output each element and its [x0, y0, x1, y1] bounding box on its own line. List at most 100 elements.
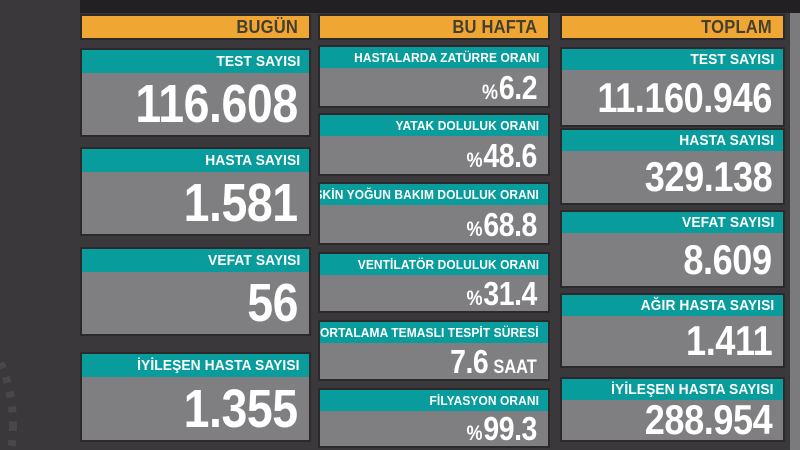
stat-value-line: 1.411	[685, 317, 773, 364]
stat-label: AĞIR HASTA SAYISI	[640, 297, 774, 314]
stat-label: HASTALARDA ZATÜRRE ORANI	[353, 50, 539, 65]
stat-label-bar: VEFAT SAYISI	[82, 249, 309, 272]
stat-row-today-test: TEST SAYISI 116.608	[80, 48, 311, 137]
stat-value-area: 288.954	[562, 399, 783, 441]
stat-value-area: % 68.8	[320, 205, 548, 243]
stat-value-area: % 48.6	[320, 136, 548, 174]
stat-row-total-deaths: VEFAT SAYISI 8.609	[560, 210, 785, 288]
stat-value-area: % 99.3	[320, 411, 548, 446]
stat-label-bar: TEST SAYISI	[82, 50, 309, 73]
stat-value: 116.608	[135, 74, 299, 134]
stat-label: FİLYASYON ORANI	[429, 393, 539, 408]
stat-value-area: % 31.4	[320, 275, 548, 311]
stat-value-line: 116.608	[135, 74, 299, 134]
stat-row-week-pneumonia: HASTALARDA ZATÜRRE ORANI % 6.2	[318, 45, 550, 108]
stat-value-area: 11.160.946	[562, 70, 783, 125]
stat-label: HASTA SAYISI	[679, 132, 774, 149]
stat-value-line: 11.160.946	[597, 73, 773, 121]
stat-value-line: % 6.2	[481, 68, 538, 106]
stat-label: ORTALAMA TEMASLI TESPİT SÜRESİ	[320, 325, 539, 340]
stat-value-line: 56	[247, 276, 298, 330]
stat-label-bar: HASTA SAYISI	[82, 149, 309, 172]
stat-value: 56	[247, 273, 298, 333]
stat-label-bar: HASTA SAYISI	[562, 130, 783, 151]
stat-value-line: 1.581	[184, 176, 298, 230]
stat-label-bar: ORTALAMA TEMASLI TESPİT SÜRESİ	[320, 322, 548, 343]
stat-row-week-contact-tracing-time: ORTALAMA TEMASLI TESPİT SÜRESİ 7.6 SAAT	[318, 320, 550, 381]
stat-value-area: 7.6 SAAT	[320, 343, 548, 379]
percent-sign: %	[466, 148, 483, 172]
stat-value: 8.609	[683, 235, 773, 283]
stat-label: YATAK DOLULUK ORANI	[395, 118, 539, 133]
stat-value-line: 8.609	[683, 235, 773, 283]
stat-value-area: % 6.2	[320, 68, 548, 106]
stat-value-area: 1.581	[82, 172, 309, 234]
percent-sign: %	[481, 80, 498, 104]
stat-value-area: 56	[82, 272, 309, 334]
stat-value-unit: SAAT	[493, 356, 537, 378]
stat-value-line: 1.355	[184, 382, 298, 436]
column-header-total: TOPLAM	[560, 14, 785, 40]
stat-value-line: % 48.6	[466, 136, 538, 174]
stat-label-bar: ERİŞKİN YOĞUN BAKIM DOLULUK ORANI	[320, 184, 548, 205]
percent-sign: %	[466, 217, 483, 241]
column-today: BUGÜN TEST SAYISI 116.608 HASTA SAYISI	[80, 0, 311, 450]
column-header-today: BUGÜN	[80, 14, 311, 40]
stat-value-line: % 68.8	[466, 205, 538, 243]
stat-value-area: 1.411	[562, 316, 783, 366]
stat-row-week-icu-occupancy: ERİŞKİN YOĞUN BAKIM DOLULUK ORANI % 68.8	[318, 182, 550, 245]
stat-label-bar: HASTALARDA ZATÜRRE ORANI	[320, 47, 548, 68]
stat-value-line: % 99.3	[467, 412, 538, 445]
stat-label: VEFAT SAYISI	[681, 214, 774, 231]
stat-value: 48.6	[483, 136, 537, 174]
stat-label: TEST SAYISI	[215, 53, 300, 70]
stat-value-line: 7.6 SAAT	[450, 345, 537, 378]
stat-value-area: 8.609	[562, 233, 783, 286]
column-header-total-label: TOPLAM	[701, 16, 772, 37]
column-header-week: BU HAFTA	[318, 14, 550, 40]
column-week: BU HAFTA HASTALARDA ZATÜRRE ORANI % 6.2 …	[318, 0, 550, 450]
stat-value: 1.411	[685, 317, 773, 364]
stat-value: 7.6	[450, 342, 489, 380]
stat-label: İYİLEŞEN HASTA SAYISI	[137, 357, 300, 374]
stat-value-line: 288.954	[644, 399, 772, 441]
stat-value-line: % 31.4	[466, 274, 538, 312]
stat-value: 329.138	[644, 153, 772, 200]
stat-value-area: 116.608	[82, 73, 309, 135]
column-header-week-label: BU HAFTA	[452, 16, 537, 37]
stat-value: 31.4	[483, 274, 537, 312]
stat-label-bar: İYİLEŞEN HASTA SAYISI	[562, 379, 783, 400]
stat-row-total-test: TEST SAYISI 11.160.946	[560, 47, 785, 127]
stat-value: 11.160.946	[597, 73, 773, 121]
stat-value: 1.581	[183, 173, 298, 233]
stat-row-total-cases: HASTA SAYISI 329.138	[560, 128, 785, 205]
percent-sign: %	[466, 286, 483, 310]
stat-label: İYİLEŞEN HASTA SAYISI	[611, 381, 774, 398]
stat-value-line: 329.138	[644, 156, 772, 198]
stat-value: 68.8	[483, 205, 537, 243]
stat-value: 1.355	[183, 378, 298, 439]
stat-label-bar: VEFAT SAYISI	[562, 212, 783, 233]
dashed-arc-logo-fragment	[0, 351, 17, 450]
stat-value-area: 1.355	[82, 377, 309, 440]
stat-row-total-recovered: İYİLEŞEN HASTA SAYISI 288.954	[560, 377, 785, 442]
stat-row-week-bed-occupancy: YATAK DOLULUK ORANI % 48.6	[318, 113, 550, 176]
stat-row-week-filiation-rate: FİLYASYON ORANI % 99.3	[318, 388, 550, 448]
stat-row-today-cases: HASTA SAYISI 1.581	[80, 147, 311, 236]
stat-row-week-ventilator-occupancy: VENTİLATÖR DOLULUK ORANI % 31.4	[318, 252, 550, 313]
column-total: TOPLAM TEST SAYISI 11.160.946 HASTA SAYI…	[560, 0, 785, 450]
stat-label: TEST SAYISI	[689, 51, 774, 68]
stat-label: VEFAT SAYISI	[207, 252, 300, 269]
stat-row-total-severe-cases: AĞIR HASTA SAYISI 1.411	[560, 293, 785, 368]
stat-label-bar: İYİLEŞEN HASTA SAYISI	[82, 354, 309, 377]
stat-label-bar: YATAK DOLULUK ORANI	[320, 115, 548, 136]
stat-label-bar: FİLYASYON ORANI	[320, 390, 548, 411]
stat-value: 288.954	[644, 396, 772, 442]
stat-label: HASTA SAYISI	[205, 152, 300, 169]
column-header-today-label: BUGÜN	[236, 16, 298, 37]
stat-label: VENTİLATÖR DOLULUK ORANI	[357, 257, 539, 272]
stat-value: 6.2	[498, 68, 538, 106]
stat-label-bar: VENTİLATÖR DOLULUK ORANI	[320, 254, 548, 275]
right-edge-strip	[790, 13, 800, 450]
